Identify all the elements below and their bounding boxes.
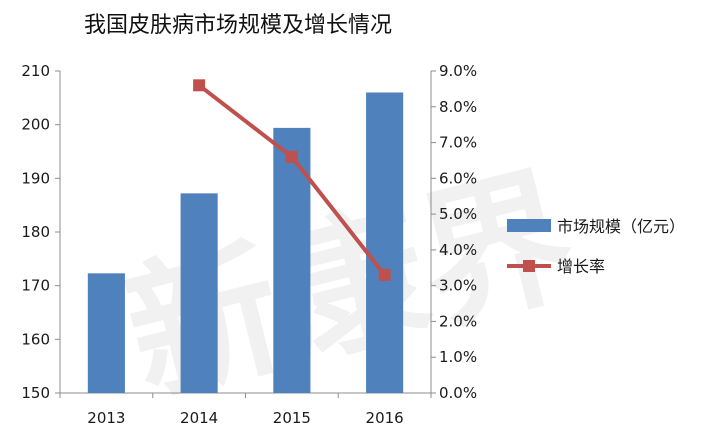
legend-marker-growth xyxy=(523,260,535,272)
y-right-tick-label: 0.0% xyxy=(439,384,477,402)
y-left-tick-label: 210 xyxy=(21,62,50,80)
y-left-tick-label: 190 xyxy=(21,169,50,187)
y-right-tick-label: 7.0% xyxy=(439,134,477,152)
legend-label-growth: 增长率 xyxy=(557,257,605,276)
plot-area: 150 160 170 180 190 200 210 0.0% 1.0% 2.0% 3.0% 4.0… xyxy=(21,62,477,427)
y-right-tick-label: 5.0% xyxy=(439,205,477,223)
marker-growth-2015 xyxy=(285,150,298,163)
y-right-tick-label: 9.0% xyxy=(439,62,477,80)
legend-label-market-size: 市场规模（亿元） xyxy=(557,217,685,236)
y-left-tick-label: 180 xyxy=(21,223,50,241)
y-right-tick-label: 3.0% xyxy=(439,277,477,295)
y-right-tick-label: 6.0% xyxy=(439,169,477,187)
y-left-tick-label: 160 xyxy=(21,330,50,348)
x-tick-label: 2013 xyxy=(87,409,125,427)
y-right-tick-label: 1.0% xyxy=(439,348,477,366)
y-right-tick-label: 8.0% xyxy=(439,98,477,116)
legend: 市场规模（亿元） 增长率 xyxy=(507,217,685,276)
x-tick-label: 2015 xyxy=(273,409,311,427)
legend-swatch-market-size xyxy=(507,219,551,232)
bar-market-size-2014 xyxy=(180,193,218,393)
x-tick-label: 2014 xyxy=(180,409,218,427)
y-right-tick-label: 2.0% xyxy=(439,312,477,330)
bar-market-size-2013 xyxy=(87,273,125,393)
bar-market-size-2015 xyxy=(273,127,311,394)
y-right-tick-label: 4.0% xyxy=(439,241,477,259)
marker-growth-2016 xyxy=(378,268,391,281)
y-left-tick-label: 200 xyxy=(21,116,50,134)
y-left-tick-label: 170 xyxy=(21,277,50,295)
marker-growth-2014 xyxy=(193,79,206,92)
bar-market-size-2016 xyxy=(366,92,404,393)
chart-title: 我国皮肤病市场规模及增长情况 xyxy=(84,13,392,38)
y-left-tick-label: 150 xyxy=(21,384,50,402)
x-tick-label: 2016 xyxy=(366,409,404,427)
